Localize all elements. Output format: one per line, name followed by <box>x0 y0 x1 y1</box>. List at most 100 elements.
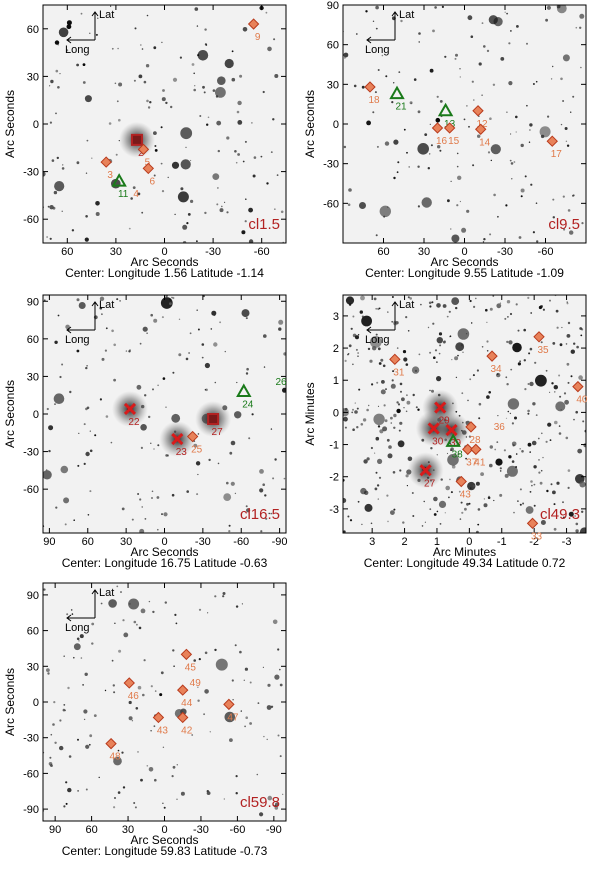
lat-arrow-icon <box>91 589 99 618</box>
cross-marker <box>123 402 137 416</box>
x-axis-label: Arc Seconds <box>130 255 198 269</box>
x-tick-label: -2 <box>529 536 539 548</box>
x-tick-label: 0 <box>461 246 467 258</box>
y-tick-label: -3 <box>329 504 339 516</box>
source-27: 27 <box>419 464 436 489</box>
x-tick-label: 30 <box>110 246 122 258</box>
diamond-marker <box>364 81 376 93</box>
diamond-marker <box>431 122 444 134</box>
long-label: Long <box>65 44 89 56</box>
y-tick-label: 90 <box>27 590 39 602</box>
source-15: 15 <box>443 122 460 147</box>
source-label: 41 <box>474 457 486 468</box>
source-21: 21 <box>389 85 407 113</box>
diamond-marker <box>474 123 487 135</box>
x-tick-label: -30 <box>193 824 209 836</box>
source-label: 25 <box>191 445 203 456</box>
x-tick-label: 0 <box>161 536 167 548</box>
source-47: 47 <box>223 698 239 723</box>
source-6: 6 <box>142 162 156 187</box>
panel-cl9-5: 60 30 0 -30 -60 90 60 30 0 -30 -60 Arc Seconds Cente… <box>300 0 600 290</box>
source-40: 40 <box>572 380 588 406</box>
x-tick-label: -3 <box>562 536 572 548</box>
diamond-marker <box>462 443 474 456</box>
source-label: 48 <box>109 752 121 763</box>
source-45: 45 <box>180 648 197 673</box>
source-label: 14 <box>479 137 491 148</box>
source-4: 4 <box>133 189 139 200</box>
source-11: 11 <box>111 173 129 200</box>
x-tick-label: -90 <box>272 536 288 548</box>
lat-arrow-icon <box>91 301 99 330</box>
source-label: 26 <box>275 377 287 388</box>
cross-marker <box>419 464 432 477</box>
x-tick-label: -1 <box>497 536 507 548</box>
source-label: 23 <box>176 447 188 458</box>
x-axis-label: Arc Minutes <box>433 545 496 559</box>
diamond-marker <box>526 517 539 530</box>
source-23: 23 <box>171 432 188 458</box>
compass: Lat Long <box>65 587 114 634</box>
x-tick-label: 30 <box>122 824 134 836</box>
source-label: 24 <box>242 399 254 410</box>
source-5: 5 <box>137 143 151 168</box>
y-tick-label: -60 <box>23 484 39 496</box>
diamond-marker <box>177 684 189 696</box>
panel-cl1-5: 60 30 0 -30 -60 60 30 0 -30 -60 Arc Seconds Center:… <box>0 0 300 290</box>
x-tick-label: 1 <box>434 536 440 548</box>
source-label: 38 <box>452 449 464 460</box>
y-tick-label: -2 <box>329 472 339 484</box>
x-tick-label: 0 <box>161 824 167 836</box>
y-tick-label: -30 <box>23 733 39 745</box>
source-37: 37 <box>462 443 478 468</box>
x-tick-label: 2 <box>401 536 407 548</box>
source-14: 14 <box>474 123 491 148</box>
y-tick-label: 0 <box>33 409 39 421</box>
y-tick-label: -1 <box>329 440 339 452</box>
x-tick-label: -30 <box>497 246 513 258</box>
diamond-marker <box>123 677 135 689</box>
y-axis-label: Arc Seconds <box>3 668 17 736</box>
source-22: 22 <box>123 402 140 428</box>
y-tick-label: 2 <box>333 343 339 355</box>
cross-marker <box>427 422 440 435</box>
source-18: 18 <box>364 81 380 106</box>
diamond-marker <box>455 475 467 488</box>
source-label: 35 <box>537 345 549 356</box>
sky-map-cl59-8: 90 60 30 0 -30 -60 -90 90 60 30 0 -30 -60 -90 Arc Seco… <box>3 582 287 858</box>
source-39: 39 <box>445 424 462 449</box>
x-axis-label: Arc Seconds <box>130 833 198 847</box>
diamond-marker <box>223 698 235 711</box>
diamond-marker <box>177 711 189 724</box>
long-label: Long <box>65 622 89 634</box>
y-tick-label: 60 <box>27 334 39 346</box>
lat-label: Lat <box>99 299 114 311</box>
plot-frame <box>342 294 587 534</box>
sky-background <box>43 295 286 533</box>
source-24: 24 <box>236 383 254 410</box>
sky-background <box>43 5 286 243</box>
x-tick-label: 60 <box>85 824 97 836</box>
source-30: 30 <box>427 422 444 447</box>
x-tick-label: -60 <box>254 246 270 258</box>
source-label: 29 <box>439 416 451 427</box>
diamond-marker <box>152 711 165 724</box>
y-tick-label: 60 <box>27 24 39 36</box>
lat-label: Lat <box>399 299 414 311</box>
y-tick-label: 0 <box>33 119 39 131</box>
diamond-marker <box>443 122 456 134</box>
center-coordinates: Center: Longitude 9.55 Latitude -1.09 <box>365 266 564 280</box>
x-tick-label: 3 <box>369 536 375 548</box>
source-label: 43 <box>157 725 169 736</box>
source-43: 43 <box>455 475 471 501</box>
y-tick-label: 30 <box>327 79 339 91</box>
diamond-marker <box>180 648 193 661</box>
triangle-marker <box>389 85 405 100</box>
lat-arrow-icon <box>391 301 399 330</box>
y-tick-label: -60 <box>23 768 39 780</box>
source-label: 45 <box>185 662 197 673</box>
y-axis-label: Arc Seconds <box>3 90 17 158</box>
diamond-marker <box>389 353 401 366</box>
source-29: 29 <box>434 401 451 427</box>
